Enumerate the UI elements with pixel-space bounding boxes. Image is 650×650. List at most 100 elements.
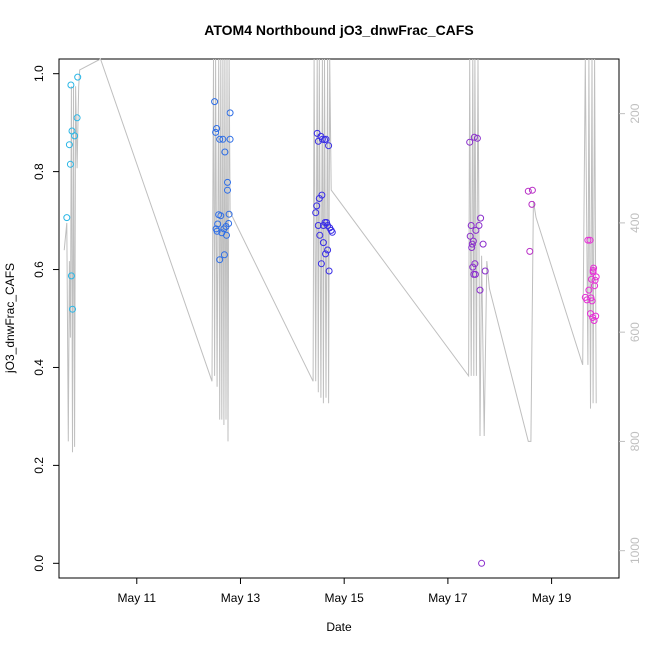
data-point [528, 200, 536, 208]
data-point [588, 297, 596, 305]
x-tick-label: May 19 [532, 591, 572, 605]
data-point [65, 141, 73, 149]
data-point [524, 187, 532, 195]
data-point [313, 202, 321, 210]
y-tick-label: 0.6 [32, 261, 46, 278]
right-axis: 200 400 600 800 1000 [619, 103, 642, 564]
data-points-layer [63, 73, 600, 567]
data-point [225, 210, 233, 218]
data-point [221, 148, 229, 156]
data-point [592, 312, 600, 320]
data-point [211, 98, 219, 106]
data-point [583, 296, 591, 304]
data-point [224, 186, 231, 194]
data-point [69, 305, 76, 313]
data-point [478, 559, 486, 567]
data-point [213, 125, 221, 132]
data-point [314, 222, 322, 229]
data-point [325, 142, 333, 150]
data-point [472, 226, 480, 234]
data-point [219, 135, 227, 143]
data-point [469, 263, 477, 271]
data-point [224, 178, 231, 186]
right-tick-label: 200 [628, 103, 642, 123]
data-point [74, 73, 82, 81]
data-point [325, 267, 333, 275]
data-point [477, 214, 485, 222]
x-tick-label: May 11 [118, 591, 157, 605]
y-tick-label: 0.2 [32, 457, 46, 474]
data-point [71, 132, 79, 140]
data-point [585, 286, 593, 294]
data-point [225, 220, 233, 227]
data-point [318, 191, 326, 199]
data-point [475, 222, 483, 229]
data-point [590, 317, 598, 324]
y-tick-label: 0.4 [32, 359, 46, 376]
data-point [481, 267, 489, 275]
data-point [226, 109, 234, 117]
data-point [589, 268, 597, 276]
secondary-line-layer [63, 58, 597, 453]
data-point [468, 240, 476, 248]
right-tick-label: 400 [628, 213, 642, 233]
data-point [67, 81, 75, 89]
data-point [584, 236, 592, 244]
y-tick-label: 0.8 [32, 163, 46, 180]
plot-frame [58, 58, 620, 579]
data-point [223, 231, 230, 239]
data-point [476, 286, 484, 294]
x-tick-label: May 15 [325, 591, 365, 605]
data-point [591, 276, 599, 284]
data-point [217, 212, 225, 220]
data-point [591, 282, 599, 290]
data-point [312, 209, 320, 217]
data-point [471, 270, 479, 278]
data-point [319, 239, 327, 247]
data-point [213, 227, 221, 235]
data-point [214, 220, 222, 228]
data-point [590, 264, 598, 272]
data-point [316, 231, 324, 239]
data-point [66, 160, 74, 168]
right-tick-label: 800 [628, 431, 642, 451]
data-point [212, 128, 220, 136]
data-point [73, 114, 81, 122]
data-point [468, 244, 476, 251]
x-axis-label: Date [326, 620, 352, 634]
data-point [324, 246, 332, 254]
right-tick-label: 600 [628, 322, 642, 342]
x-tick-label: May 13 [221, 591, 261, 605]
data-point [317, 260, 325, 268]
data-point [322, 135, 330, 143]
chart-title: ATOM4 Northbound jO3_dnwFrac_CAFS [204, 22, 473, 38]
data-point [592, 273, 600, 281]
data-point [528, 186, 536, 194]
right-tick-label: 1000 [628, 537, 642, 564]
data-point [466, 232, 474, 240]
x-axis: May 11 May 13 May 15 May 17 May 19 [118, 578, 572, 605]
data-point [63, 214, 71, 222]
data-point [322, 250, 329, 258]
data-point [471, 260, 479, 268]
data-point [479, 240, 487, 248]
data-point [216, 135, 224, 143]
data-point [469, 237, 477, 245]
y-tick-label: 0.0 [32, 555, 46, 572]
data-point [526, 247, 534, 255]
data-point [67, 272, 75, 280]
data-point [323, 219, 331, 226]
data-point [226, 135, 234, 143]
data-point [328, 228, 336, 236]
data-point [466, 138, 474, 146]
data-point [467, 222, 475, 229]
y-tick-label: 1.0 [32, 65, 46, 82]
y-axis: 0.0 0.2 0.4 0.6 0.8 1.0 [32, 65, 59, 572]
y-axis-label: jO3_dnwFrac_CAFS [3, 263, 17, 374]
data-point [473, 134, 481, 142]
data-point [216, 256, 224, 264]
data-point [586, 236, 594, 244]
data-point [470, 133, 478, 141]
data-point [220, 251, 228, 259]
